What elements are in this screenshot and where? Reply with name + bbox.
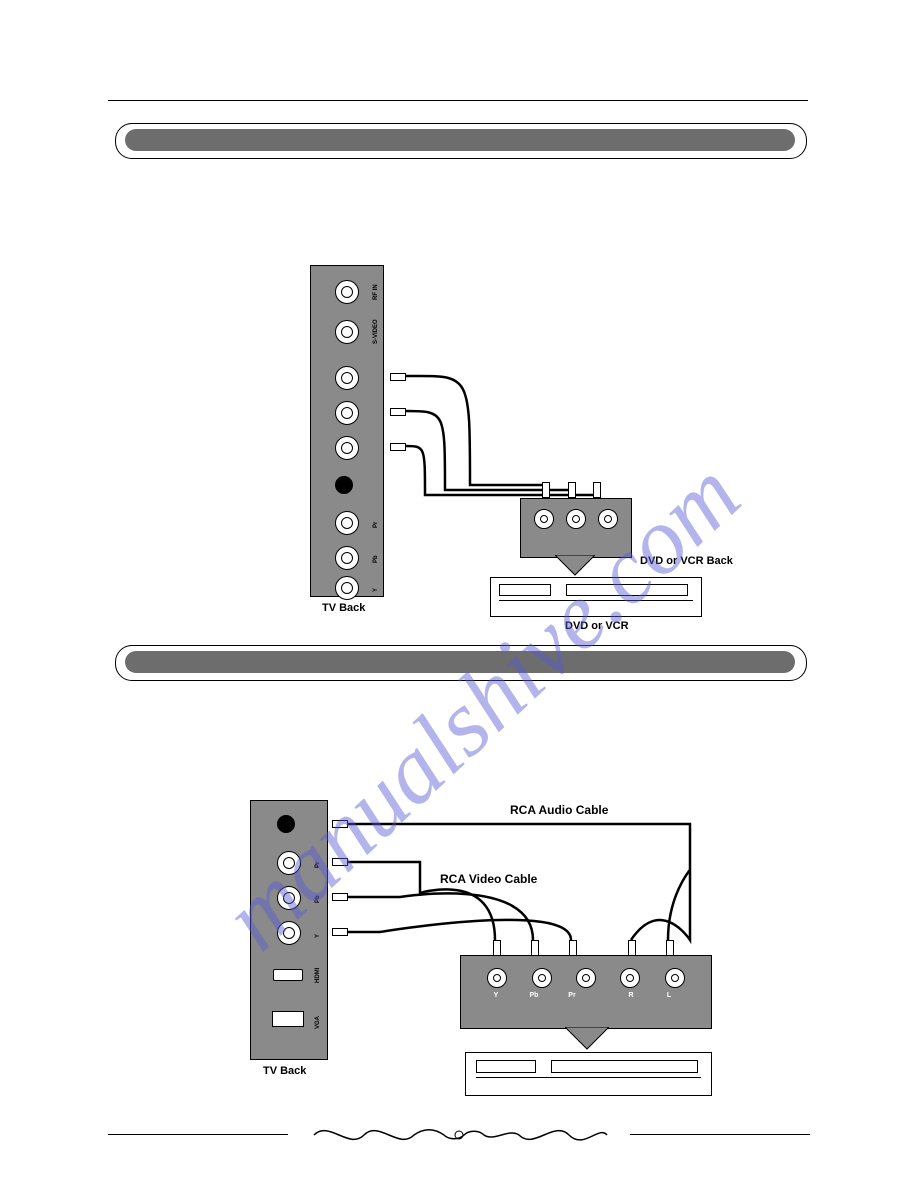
jl-y: Y <box>490 992 502 999</box>
plug-dvd-2pb <box>531 940 539 956</box>
label-pb-1: Pb <box>373 555 379 563</box>
jack-pr-1 <box>335 511 359 535</box>
player2-line <box>476 1077 701 1078</box>
tv-back-panel-2: Pr Pb Y HDMI VGA <box>250 800 328 1060</box>
plug-dvd-1c <box>593 482 601 498</box>
jack-hp <box>335 476 353 494</box>
top-divider <box>108 100 808 101</box>
player-left <box>499 584 551 596</box>
footer-line-left <box>108 1134 288 1135</box>
plug-tv-2c <box>332 893 348 901</box>
plug-tv-1a <box>390 373 406 381</box>
dvd-back-box-1 <box>520 498 632 558</box>
label-pr-1: Pr <box>373 522 379 528</box>
port-vga <box>272 1011 304 1027</box>
dvd-jack-r <box>620 968 640 988</box>
dvd-player-2 <box>465 1052 712 1096</box>
label-pb-2: Pb <box>315 895 321 903</box>
jack-y-1 <box>335 576 359 600</box>
plug-dvd-2l <box>666 940 674 956</box>
jack-hp-2 <box>277 815 295 833</box>
jack-pb-1 <box>335 546 359 570</box>
label-y-1: Y <box>373 588 379 592</box>
pointer-triangle-2 <box>565 1027 609 1051</box>
label-rf-in: RF IN <box>373 284 379 300</box>
dvd-jack-l <box>665 968 685 988</box>
dvd-jack-pr <box>576 968 596 988</box>
jl-pb: Pb <box>528 992 540 999</box>
player-line <box>499 600 693 611</box>
cables-section2 <box>0 0 918 1188</box>
jack-y-2 <box>277 921 301 945</box>
label-video-cable: RCA Video Cable <box>440 872 537 886</box>
jack-s-video <box>335 320 359 344</box>
footer-line-right <box>630 1134 810 1135</box>
dvd-jack-1a <box>534 509 554 529</box>
port-hdmi <box>273 969 303 981</box>
plug-dvd-2y <box>493 940 501 956</box>
plug-tv-2a <box>332 820 348 828</box>
jl-r: R <box>625 992 637 999</box>
player2-tray <box>551 1060 698 1073</box>
jack-rf-in <box>335 280 359 304</box>
tv-back-panel-1: RF IN S-VIDEO Pr Pb Y <box>310 265 384 597</box>
jack-pb-2 <box>277 886 301 910</box>
caption-dvd-1: DVD or VCR <box>565 620 629 632</box>
jack-av2 <box>335 401 359 425</box>
caption-tv-back-2: TV Back <box>263 1065 306 1077</box>
section1-bar <box>125 129 795 151</box>
player-tray <box>566 584 688 596</box>
dvd-jack-1c <box>598 509 618 529</box>
footer-ornament <box>309 1120 609 1150</box>
plug-tv-1b <box>390 408 406 416</box>
jl-l: L <box>663 992 675 999</box>
section2-bar <box>125 651 795 673</box>
plug-tv-2d <box>332 928 348 936</box>
manual-page: RF IN S-VIDEO Pr Pb Y TV Back DVD or VCR… <box>0 0 918 1188</box>
jack-av3 <box>335 436 359 460</box>
pointer-triangle-1 <box>555 555 595 577</box>
label-hdmi: HDMI <box>315 968 321 983</box>
plug-dvd-1b <box>568 482 576 498</box>
plug-dvd-2r <box>628 940 636 956</box>
dvd-jack-y <box>487 968 507 988</box>
label-pr-2: Pr <box>315 862 321 868</box>
dvd-player-1 <box>490 577 702 617</box>
jack-pr-2 <box>277 851 301 875</box>
label-y-2: Y <box>315 934 321 938</box>
player2-left <box>476 1060 536 1073</box>
cables-section1 <box>0 0 918 700</box>
label-audio-cable: RCA Audio Cable <box>510 803 608 817</box>
dvd-jack-pb <box>532 968 552 988</box>
jl-pr: Pr <box>566 992 578 999</box>
plug-tv-2b <box>332 858 348 866</box>
plug-dvd-1a <box>542 482 550 498</box>
label-s-video: S-VIDEO <box>373 319 379 344</box>
plug-dvd-2pr <box>569 940 577 956</box>
jack-av1 <box>335 366 359 390</box>
label-vga: VGA <box>315 1016 321 1029</box>
caption-tv-back-1: TV Back <box>322 602 365 614</box>
plug-tv-1c <box>390 443 406 451</box>
label-dvd-back-1: DVD or VCR Back <box>640 555 733 567</box>
dvd-jack-1b <box>566 509 586 529</box>
